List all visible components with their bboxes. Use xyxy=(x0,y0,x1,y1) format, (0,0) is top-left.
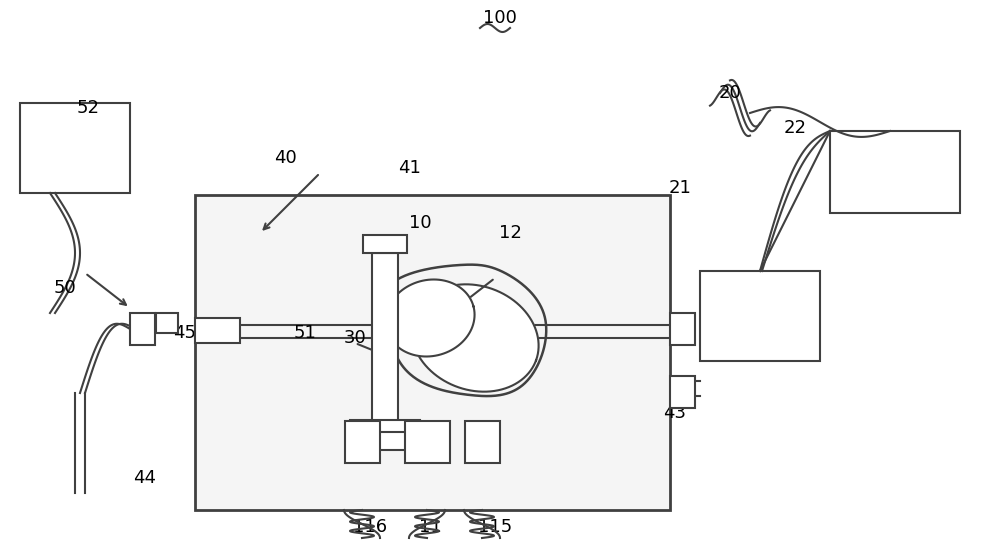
Text: 12: 12 xyxy=(499,224,521,242)
Bar xyxy=(465,421,500,463)
Text: 41: 41 xyxy=(399,159,421,177)
Bar xyxy=(350,420,420,435)
Bar xyxy=(363,235,407,253)
Text: 20: 20 xyxy=(719,84,741,102)
Text: 50: 50 xyxy=(54,279,76,297)
Text: 11: 11 xyxy=(419,518,441,536)
Bar xyxy=(130,313,155,345)
Bar xyxy=(195,318,240,343)
Text: 43: 43 xyxy=(664,404,686,422)
Bar xyxy=(156,313,178,333)
Polygon shape xyxy=(385,280,475,357)
Bar xyxy=(700,271,820,361)
Text: 42: 42 xyxy=(674,324,696,342)
Text: 116: 116 xyxy=(353,518,387,536)
Bar xyxy=(195,195,670,510)
Text: 44: 44 xyxy=(134,469,156,487)
Bar xyxy=(670,313,695,345)
Bar xyxy=(830,131,960,213)
Text: 115: 115 xyxy=(478,518,512,536)
Text: 40: 40 xyxy=(274,149,296,167)
Text: 51: 51 xyxy=(294,324,316,342)
Bar xyxy=(405,421,450,463)
Bar xyxy=(345,421,380,463)
Text: 22: 22 xyxy=(784,119,806,137)
Bar xyxy=(20,103,130,193)
Text: 45: 45 xyxy=(174,324,196,342)
Polygon shape xyxy=(411,285,539,392)
Text: 10: 10 xyxy=(409,214,431,232)
Bar xyxy=(372,253,398,423)
Bar xyxy=(357,432,413,450)
Text: 30: 30 xyxy=(344,329,366,347)
Text: 52: 52 xyxy=(76,99,100,117)
Bar xyxy=(670,376,695,408)
Text: 100: 100 xyxy=(483,9,517,27)
Text: 21: 21 xyxy=(669,179,691,197)
